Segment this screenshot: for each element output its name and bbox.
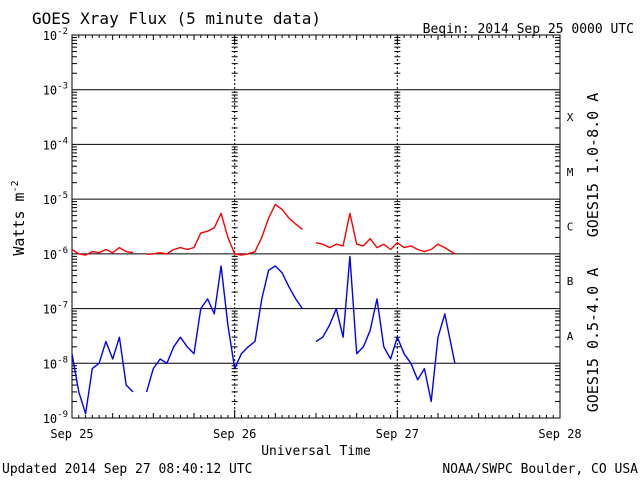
y-tick-label: 10-7 bbox=[43, 301, 68, 317]
chart-title: GOES Xray Flux (5 minute data) bbox=[32, 9, 321, 28]
flare-class-label: B bbox=[567, 275, 574, 288]
x-tick-label: Sep 25 bbox=[50, 427, 93, 441]
y-tick-label: 10-4 bbox=[43, 136, 68, 152]
flare-class-labels: A B C M X bbox=[567, 111, 574, 343]
y-axis-title-exponent: -2 bbox=[10, 180, 21, 192]
flare-class-label: M bbox=[567, 166, 574, 179]
y-axis-title: Watts m-2 bbox=[10, 180, 28, 255]
begin-label: Begin: 2014 Sep 25 0000 UTC bbox=[423, 22, 634, 37]
credit-label: NOAA/SWPC Boulder, CO USA bbox=[442, 462, 638, 477]
x-tick-label: Sep 27 bbox=[376, 427, 419, 441]
long-channel-line bbox=[146, 203, 303, 256]
x-axis-title: Universal Time bbox=[261, 444, 371, 459]
data-series bbox=[71, 203, 456, 415]
x-tick-label: Sep 28 bbox=[538, 427, 581, 441]
short-channel-line bbox=[145, 265, 303, 393]
x-tick-labels: Sep 25 Sep 26 Sep 27 Sep 28 bbox=[50, 427, 581, 441]
y-tick-label: 10-3 bbox=[43, 82, 68, 98]
y-tick-label: 10-6 bbox=[43, 246, 68, 262]
short-channel-line bbox=[71, 336, 134, 415]
long-channel-label: GOES15 1.0-8.0 A bbox=[584, 93, 602, 238]
plot-frame bbox=[71, 34, 561, 419]
grid-lines bbox=[72, 35, 560, 418]
updated-label: Updated 2014 Sep 27 08:40:12 UTC bbox=[2, 462, 252, 477]
flare-class-label: A bbox=[567, 330, 574, 343]
y-tick-label: 10-8 bbox=[43, 355, 68, 371]
tick-marks bbox=[71, 35, 561, 418]
flare-class-label: X bbox=[567, 111, 574, 124]
y-tick-label: 10-5 bbox=[43, 191, 68, 207]
flare-class-label: C bbox=[567, 221, 574, 234]
y-tick-label: 10-2 bbox=[43, 27, 68, 43]
x-tick-label: Sep 26 bbox=[213, 427, 256, 441]
long-channel-line bbox=[71, 246, 134, 256]
short-channel-line bbox=[315, 255, 456, 403]
y-axis-title-main: Watts m bbox=[10, 192, 28, 255]
y-tick-labels: 10-9 10-8 10-7 10-6 10-5 10-4 10-3 10-2 bbox=[43, 27, 68, 426]
y-tick-label: 10-9 bbox=[43, 410, 68, 426]
short-channel-label: GOES15 0.5-4.0 A bbox=[584, 268, 602, 413]
long-channel-line bbox=[315, 212, 456, 255]
